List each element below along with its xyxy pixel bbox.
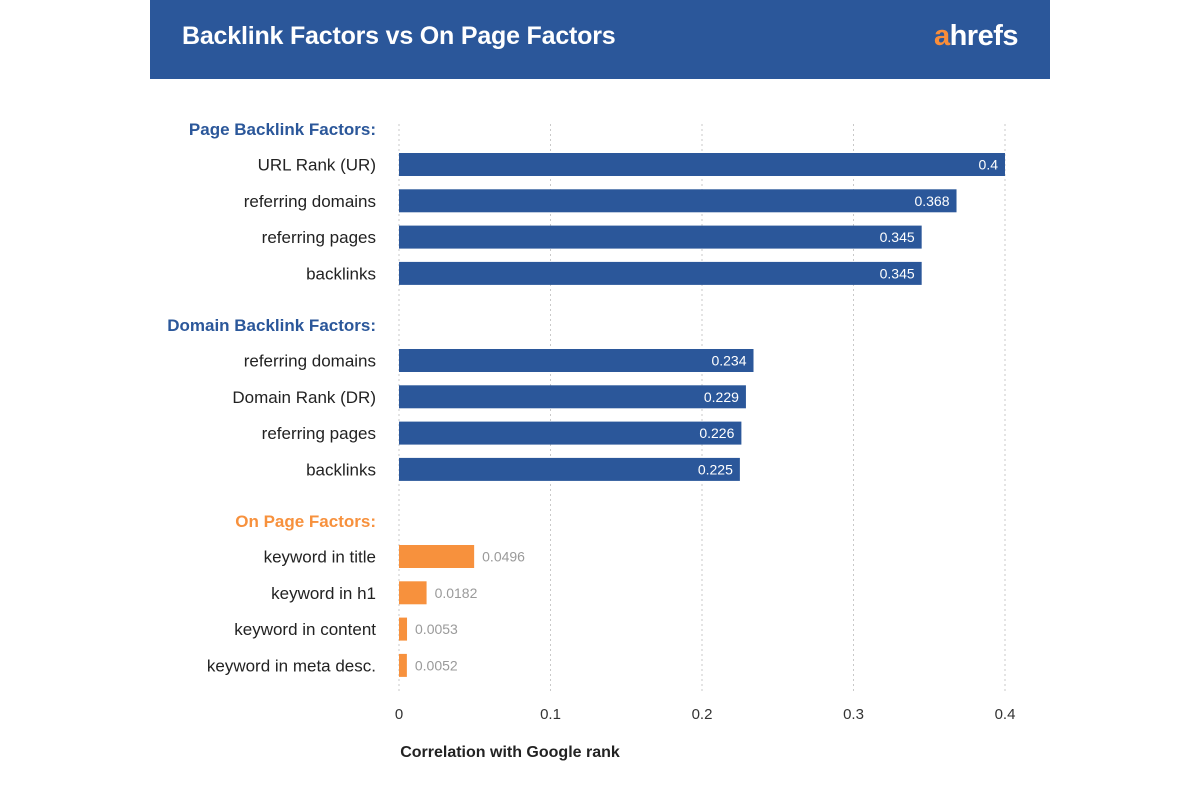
data-label: 0.0052	[415, 657, 458, 673]
chart-title: Backlink Factors vs On Page Factors	[182, 22, 616, 50]
data-label: 0.0053	[415, 621, 458, 637]
bar	[399, 189, 957, 213]
x-tick-label: 0	[395, 706, 403, 723]
category-label: backlinks	[306, 264, 376, 283]
category-label: referring domains	[244, 192, 376, 211]
data-label: 0.4	[979, 157, 999, 173]
category-label: referring pages	[262, 424, 376, 443]
category-label: keyword in h1	[271, 584, 376, 603]
data-label: 0.368	[914, 193, 949, 209]
category-label: Domain Rank (DR)	[232, 388, 376, 407]
category-label: backlinks	[306, 460, 376, 479]
data-label: 0.345	[880, 229, 915, 245]
x-tick-label: 0.1	[540, 706, 561, 723]
group-heading: Domain Backlink Factors:	[167, 316, 376, 335]
category-label: keyword in title	[264, 548, 376, 567]
bar	[399, 545, 475, 568]
logo-accent-letter: a	[933, 20, 950, 52]
x-tick-label: 0.4	[995, 706, 1016, 723]
data-label: 0.0496	[482, 549, 525, 565]
bar	[399, 261, 922, 285]
group-heading: Page Backlink Factors:	[189, 120, 376, 139]
x-tick-label: 0.2	[692, 706, 713, 723]
x-axis-label: Correlation with Google rank	[400, 744, 620, 761]
bar	[399, 421, 742, 445]
data-label: 0.345	[880, 265, 915, 281]
data-label: 0.226	[699, 425, 734, 441]
data-label: 0.225	[698, 461, 733, 477]
group-heading: On Page Factors:	[235, 512, 376, 531]
bar	[399, 349, 754, 372]
bar	[399, 385, 746, 409]
category-label: URL Rank (UR)	[258, 156, 376, 175]
data-label: 0.0182	[435, 585, 478, 601]
logo-text: hrefs	[949, 20, 1019, 52]
data-label: 0.234	[711, 353, 746, 369]
bar	[399, 617, 408, 641]
category-label: keyword in meta desc.	[207, 656, 376, 675]
data-label: 0.229	[704, 389, 739, 405]
bar	[399, 581, 427, 605]
bar	[399, 225, 922, 249]
category-label: referring pages	[262, 228, 376, 247]
bar	[399, 153, 1005, 176]
category-label: keyword in content	[234, 620, 376, 639]
x-tick-label: 0.3	[843, 706, 864, 723]
bar	[399, 653, 407, 677]
category-label: referring domains	[244, 352, 376, 371]
ahrefs-logo: ahrefs	[933, 20, 1019, 53]
bar	[399, 457, 740, 481]
chart-header: Backlink Factors vs On Page Factors ahre…	[150, 0, 1050, 79]
